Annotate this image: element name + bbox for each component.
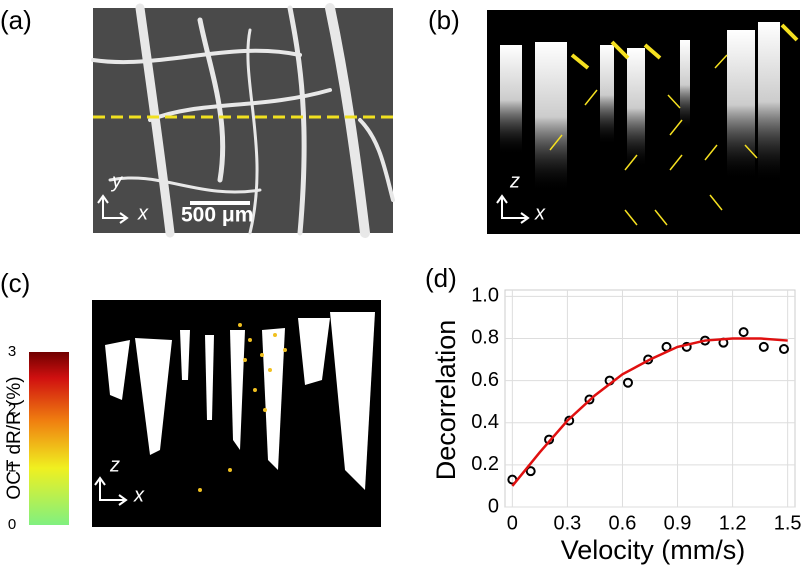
y-tick-label: 0.8 [471,327,499,349]
colorbar [29,352,69,525]
panel-label: (d) [425,263,457,293]
plot-area [504,289,796,508]
x-tick-label: 0 [507,512,518,534]
image-b [487,10,800,234]
axis-letter: x [137,202,149,224]
scalebar-label: 500 μm [181,204,253,227]
panel-label: (b) [428,5,460,35]
data-point [622,377,633,388]
data-point [738,327,749,338]
y-axis-label: Decorrelation [431,320,461,481]
data-point [758,341,769,352]
x-tick-label: 0.6 [609,512,637,534]
panel-label: (a) [0,5,32,35]
data-point [564,415,575,426]
axis-letter: y [110,170,123,192]
panel-label: (c) [0,268,30,298]
axis-letter: x [133,484,145,506]
x-tick-label: 1.5 [774,512,802,534]
y-tick-label: 1.0 [471,285,499,307]
colorbar-label: OCT dR/R (%) [4,376,25,499]
image-a [91,3,395,238]
colorbar-tick-label: 0 [8,516,16,533]
data-point [584,394,595,405]
x-tick-label: 0.9 [664,512,692,534]
data-point [525,466,536,477]
axis-letter: z [109,454,120,476]
image-c [92,300,381,527]
y-tick-label: 0 [488,495,499,517]
colorbar-tick-label: 3 [8,343,16,360]
data-point [778,343,789,354]
x-axis-label: Velocity (mm/s) [561,535,746,565]
y-tick-label: 0.6 [471,369,499,391]
colorbar-tick-label: 1 [8,458,16,475]
y-tick-label: 0.2 [471,453,499,475]
axis-letter: x [534,202,546,224]
axis-letter: z [509,170,520,192]
y-tick-label: 0.4 [471,411,499,433]
x-tick-label: 0.3 [553,512,581,534]
colorbar-tick-label: 2 [8,401,16,418]
fit-line [511,337,788,487]
x-tick-label: 1.2 [719,512,747,534]
